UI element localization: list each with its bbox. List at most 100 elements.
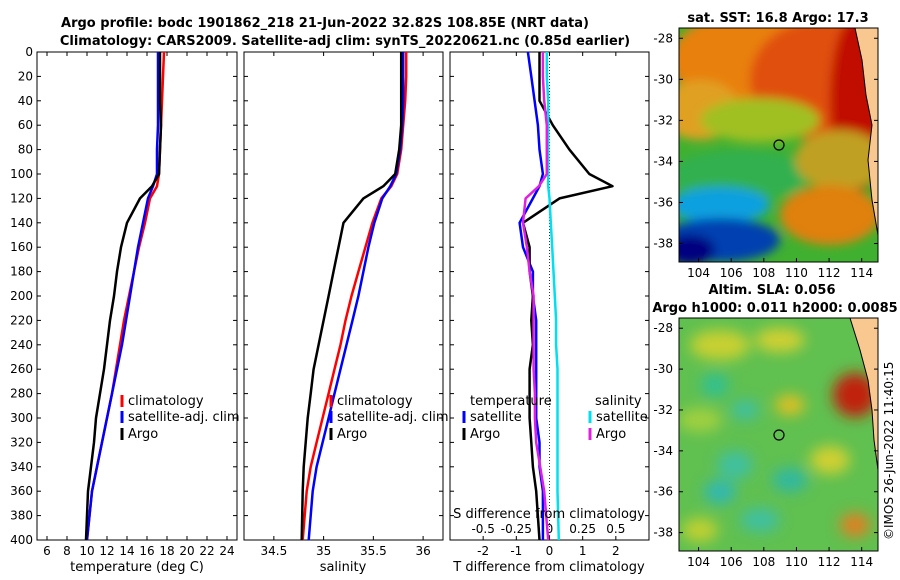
credit-text: ©IMOS 26-Jun-2022 11:40:15 (882, 362, 896, 540)
temperature-legend: climatology satellite-adj. clim Argo (120, 394, 240, 442)
difference-legend: temperature satellite Argo salinity sate… (462, 394, 648, 442)
sst-map-frame (678, 27, 879, 263)
temperature-axes (36, 51, 238, 541)
salinity-axes (243, 51, 444, 541)
series-line-climatology (85, 51, 166, 541)
temperature-x-axis: 6 8 10 12 14 16 18 20 22 24 (43, 52, 235, 558)
legend-label-argo: Argo (337, 427, 367, 442)
x-tick-label: 16 (139, 544, 154, 558)
depth-tick-label: 140 (10, 216, 33, 230)
depth-tick-label: 80 (18, 143, 33, 157)
series-line-satellite-adj-clim (85, 52, 160, 541)
depth-tick-label: 240 (10, 338, 33, 352)
sla-map-frame (678, 317, 879, 552)
x-tick-label: 20 (179, 544, 194, 558)
s-tick-label: -0.25 (501, 522, 532, 536)
s-difference-label: S difference from climatology (453, 507, 645, 522)
figure-title-line2: Climatology: CARS2009. Satellite-adj cli… (60, 34, 630, 49)
x-tick-label: 1 (579, 544, 587, 558)
series-line-salinity-argo (521, 52, 550, 541)
series-line-argo (300, 52, 403, 541)
x-tick-label: 36 (415, 544, 430, 558)
depth-tick-label: 280 (10, 387, 33, 401)
sla-map-title1: Altim. SLA: 0.056 (709, 283, 836, 298)
sla-map-axes: -28 -30 -32 -34 -36 -38 104 106 108 110 112 114 (653, 321, 878, 569)
difference-x-axis: -2 -1 0 1 2-0.5 -0.25 0 0.25 0.5 (471, 52, 625, 558)
map-y-tick-label: -34 (653, 154, 673, 168)
depth-tick-label: 360 (10, 484, 33, 498)
depth-tick-label: 40 (18, 94, 33, 108)
map-x-tick-label: 106 (720, 555, 743, 569)
x-tick-label: 34.5 (260, 544, 287, 558)
map-y-tick-label: -36 (653, 485, 673, 499)
salinity-legend: climatology satellite-adj. clim Argo (329, 394, 449, 442)
depth-tick-label: 260 (10, 362, 33, 376)
s-tick-label: 0.25 (569, 522, 596, 536)
map-y-tick-label: -38 (653, 526, 673, 540)
x-tick-label: 12 (99, 544, 114, 558)
map-x-tick-label: 114 (850, 555, 873, 569)
map-x-tick-label: 110 (785, 555, 808, 569)
map-y-tick-label: -36 (653, 195, 673, 209)
series-line-climatology (301, 52, 408, 541)
temperature-xlabel: temperature (deg C) (70, 560, 204, 575)
series-line-temperature-argo (521, 52, 614, 541)
depth-tick-label: 20 (18, 69, 33, 83)
legend-title-temperature: temperature (470, 394, 552, 409)
map-y-tick-label: -34 (653, 444, 673, 458)
salinity-x-axis: 34.5 35 35.5 36 (260, 52, 431, 558)
series-line-temperature-satellite (518, 51, 545, 540)
x-tick-label: -1 (510, 544, 522, 558)
map-x-tick-label: 108 (752, 266, 775, 280)
sla-map (679, 318, 878, 551)
legend-label-s-argo: Argo (596, 427, 626, 442)
sst-map-axes: -28 -30 -32 -34 -36 -38 104 106 108 110 112 114 (653, 31, 878, 280)
map-x-tick-label: 104 (687, 266, 710, 280)
legend-label-sat: satellite-adj. clim (128, 410, 240, 425)
legend-title-salinity: salinity (595, 394, 642, 409)
x-tick-label: 24 (219, 544, 234, 558)
legend-label-t-sat: satellite (470, 410, 522, 425)
depth-tick-label: 400 (10, 533, 33, 547)
map-y-tick-label: -28 (653, 321, 673, 335)
legend-label-clim: climatology (128, 394, 204, 409)
depth-tick-label: 340 (10, 460, 33, 474)
legend-label-sat: satellite-adj. clim (337, 410, 449, 425)
x-tick-label: 18 (159, 544, 174, 558)
legend-label-clim: climatology (337, 394, 413, 409)
map-x-tick-label: 114 (850, 266, 873, 280)
depth-tick-label: 0 (25, 45, 33, 59)
series-line-satellite-adj-clim (307, 52, 405, 541)
depth-tick-label: 220 (10, 313, 33, 327)
depth-tick-label: 300 (10, 411, 33, 425)
difference-series (518, 51, 614, 541)
sla-map-title2: Argo h1000: 0.011 h2000: 0.0085 (652, 301, 897, 316)
figure-title-line1: Argo profile: bodc 1901862_218 21-Jun-20… (61, 16, 589, 31)
map-x-tick-label: 112 (818, 266, 841, 280)
sst-map (679, 28, 878, 262)
map-x-tick-label: 106 (720, 266, 743, 280)
map-x-tick-label: 104 (687, 555, 710, 569)
sst-map-title: sat. SST: 16.8 Argo: 17.3 (687, 11, 868, 26)
argo-location-marker (773, 429, 785, 441)
s-tick-label: -0.5 (471, 522, 494, 536)
salinity-series (300, 52, 408, 541)
argo-location-marker (773, 139, 785, 151)
x-tick-label: 35 (316, 544, 331, 558)
map-x-tick-label: 112 (818, 555, 841, 569)
salinity-xlabel: salinity (320, 560, 367, 575)
x-tick-label: 14 (119, 544, 134, 558)
x-tick-label: 6 (43, 544, 51, 558)
map-y-tick-label: -30 (653, 362, 673, 376)
depth-tick-label: 100 (10, 167, 33, 181)
temperature-series (84, 51, 166, 541)
depth-tick-label: 180 (10, 265, 33, 279)
map-x-tick-label: 110 (785, 266, 808, 280)
map-y-tick-label: -38 (653, 237, 673, 251)
x-tick-label: 35.5 (360, 544, 387, 558)
map-y-tick-label: -28 (653, 31, 673, 45)
map-y-tick-label: -32 (653, 113, 673, 127)
series-line-salinity-satellite (545, 52, 561, 541)
s-tick-label: 0.5 (606, 522, 625, 536)
